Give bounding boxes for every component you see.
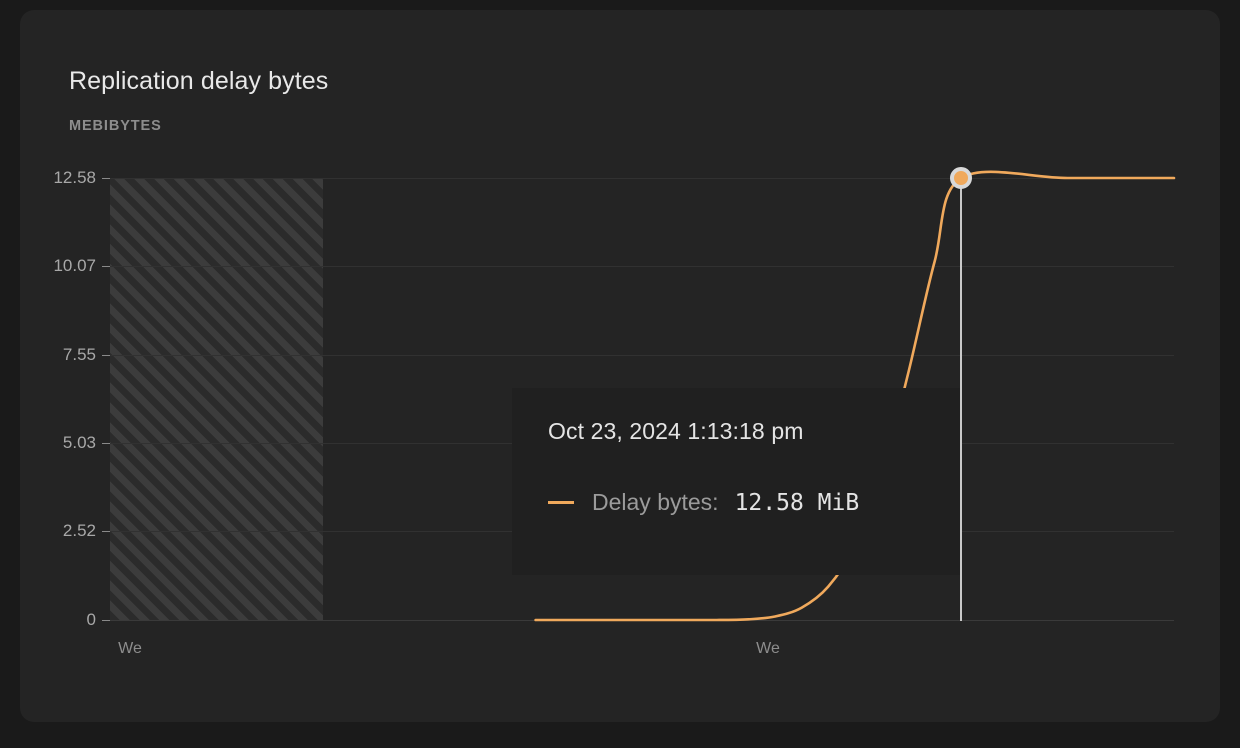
- y-axis-tick-label: 12.58: [53, 168, 96, 187]
- y-axis: 0 2.52 5.03 7.55 10.07 12.58: [20, 168, 110, 629]
- y-axis-tick-label: 10.07: [53, 256, 96, 276]
- tooltip-series-label: Delay bytes:: [592, 489, 719, 515]
- cursor-line: [960, 178, 963, 621]
- tooltip-series-row: Delay bytes: 12.58 MiB: [548, 489, 924, 516]
- y-axis-tick-mark: [102, 443, 110, 445]
- chart-tooltip: Oct 23, 2024 1:13:18 pm Delay bytes: 12.…: [512, 388, 960, 575]
- page-title: Replication delay bytes: [69, 67, 329, 95]
- y-axis-tick-mark: [102, 354, 110, 356]
- chart-card: Replication delay bytes MEBIBYTES 0 2.52 5…: [20, 10, 1220, 722]
- y-axis-tick-mark: [102, 266, 110, 268]
- y-axis-tick-mark: [102, 620, 110, 621]
- gridline: [110, 266, 1174, 268]
- chart-units-label: MEBIBYTES: [69, 118, 162, 134]
- y-axis-tick-label: 5.03: [62, 433, 96, 453]
- y-axis-tick-label: 7.55: [62, 344, 96, 364]
- x-axis-tick-label: We: [118, 640, 142, 657]
- y-axis-tick-mark: [102, 531, 110, 533]
- x-axis-tick-label: We: [756, 640, 780, 657]
- tooltip-timestamp: Oct 23, 2024 1:13:18 pm: [548, 418, 804, 444]
- y-axis-tick-mark: [102, 178, 110, 179]
- y-axis-tick-label: 0: [86, 610, 96, 629]
- legend-swatch-icon: [548, 501, 574, 504]
- tooltip-series-value: 12.58 MiB: [734, 489, 860, 516]
- y-axis-tick-label: 2.52: [62, 521, 96, 541]
- highlighted-data-point[interactable]: [950, 167, 973, 189]
- no-data-band: [110, 178, 323, 620]
- gridline: [110, 178, 1174, 179]
- gridline: [110, 354, 1174, 356]
